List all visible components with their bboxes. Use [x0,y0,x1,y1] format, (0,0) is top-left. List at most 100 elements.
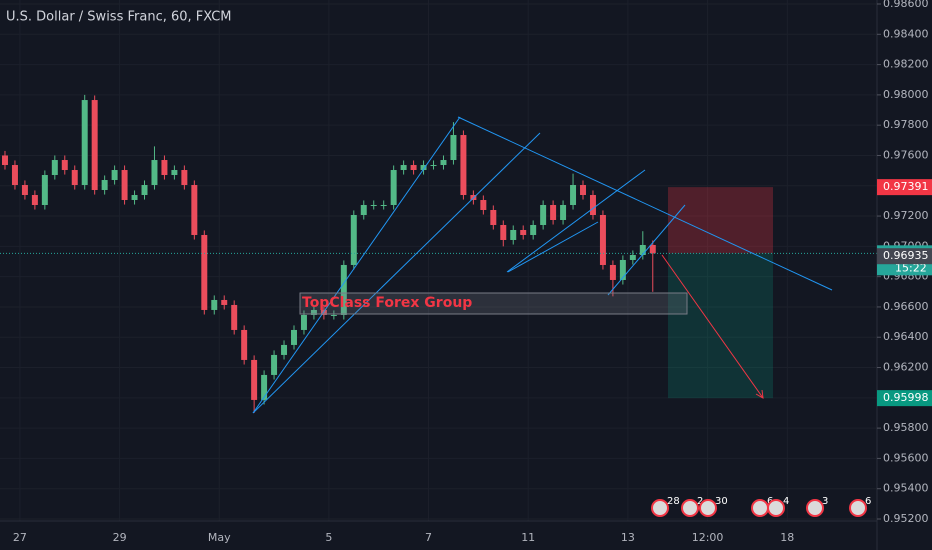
target-price-label: 0.95998 [883,391,929,404]
candles [1,94,656,413]
event-icon [699,499,717,517]
candle-body [231,304,238,330]
candle-body [550,205,557,220]
candle-body [91,100,98,191]
candle-body [440,160,447,166]
candle-body [261,374,268,400]
y-tick-label: 0.96200 [883,361,929,374]
bid-price-label: 0.96935 [883,249,929,262]
x-tick-label: 5 [325,531,332,544]
arrow-head [755,389,764,399]
candle-body [510,229,517,240]
y-tick-label: 0.95200 [883,512,929,525]
candle-body [340,264,347,315]
x-tick-label: 7 [425,531,432,544]
candle-body [420,165,427,171]
annotation-box [299,292,688,315]
trendline [507,221,599,273]
candle-body [530,224,537,235]
y-tick-label: 0.98400 [883,27,929,40]
event-count: 28 [667,496,680,507]
candle-body [151,160,158,186]
candle-body [370,205,377,207]
candle-body [570,185,577,206]
candle-body [41,175,48,206]
candle-body [61,160,68,171]
candle-body [101,180,108,191]
candle-body [649,244,656,254]
countdown-bg [877,261,932,276]
candle-body [500,224,507,240]
event-icon [681,499,699,517]
candle-body [460,135,467,196]
chart-title: U.S. Dollar / Swiss Franc, 60, FXCM [6,10,232,25]
target-price-label-bg [877,390,932,407]
candle-body [221,299,228,305]
x-tick-label: 12:00 [692,531,724,544]
forecast-arrow [661,254,764,399]
candle-body [201,234,208,310]
candle-body [191,185,198,235]
candle-body [589,195,596,215]
x-tick-label: 27 [13,531,27,544]
candle-body [400,165,407,171]
candle-body [131,195,138,201]
event-icon [651,499,669,517]
candle-body [580,185,586,196]
candle-body [300,314,307,330]
candle-body [490,210,497,225]
candle-body [410,165,417,171]
candle-body [11,165,18,186]
candle-body [281,344,288,355]
event-icon [806,499,824,517]
candle-body [599,214,606,265]
candle-body [271,354,278,375]
candle-body [31,195,38,206]
y-tick-label: 0.95600 [883,451,929,464]
candle-body [71,170,78,186]
y-tick-label: 0.95800 [883,421,929,434]
y-tick-label: 0.96400 [883,330,929,343]
candle-body [619,259,626,280]
drawings: TopClass Forex Group [0,116,877,414]
x-tick-label: 29 [113,531,127,544]
candle-body [520,229,527,235]
event-count: 2 [697,496,703,507]
y-tick-label: 0.98200 [883,58,929,71]
y-tick-label: 0.98000 [883,88,929,101]
axes: 0.952000.954000.956000.958000.960000.962… [13,0,932,544]
trendline [506,169,646,273]
y-tick-label: 0.97600 [883,148,929,161]
event-count: 3 [822,496,828,507]
candle-body [390,170,397,206]
candle-body [330,314,337,316]
event-count: 6 [865,496,871,507]
y-tick-label: 0.97200 [883,209,929,222]
x-tick-label: 13 [621,531,635,544]
x-tick-label: 11 [521,531,535,544]
y-tick-label: 0.96600 [883,300,929,313]
candle-body [430,165,437,167]
event-count: 30 [715,496,728,507]
event-count: 4 [783,496,789,507]
x-tick-label: 18 [780,531,794,544]
target-zone [668,253,773,399]
candle-body [639,244,646,255]
candle-body [21,185,28,196]
candle-body [310,309,317,315]
candle-body [609,264,616,280]
x-tick-label: May [208,531,231,544]
event-icon [849,499,867,517]
trendline [252,116,461,414]
candle-body [1,155,8,166]
y-tick-label: 0.97800 [883,118,929,131]
candle-body [450,135,457,161]
candle-body [241,329,248,360]
annotation-text: TopClass Forex Group [302,295,472,311]
candle-body [211,299,218,310]
candle-body [81,100,88,186]
candle-body [629,254,636,260]
candle-body [181,170,188,186]
